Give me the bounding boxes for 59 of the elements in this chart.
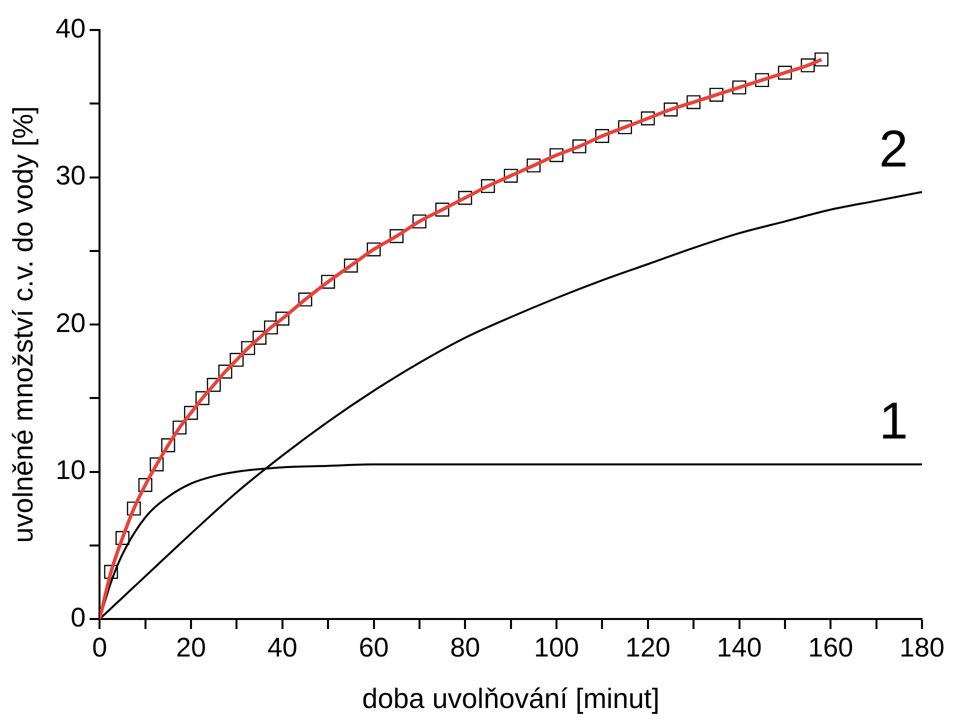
point <box>778 66 792 80</box>
series-label: 2 <box>879 120 908 178</box>
point <box>814 52 828 66</box>
point <box>366 242 381 256</box>
point <box>161 438 176 452</box>
y-tick-label: 20 <box>56 308 86 338</box>
point <box>412 214 426 228</box>
point <box>116 531 130 545</box>
y-tick-label: 30 <box>56 160 86 191</box>
series-label: 1 <box>879 392 908 451</box>
point <box>686 95 701 110</box>
point <box>618 120 632 134</box>
x-tick-label: 120 <box>625 632 670 663</box>
y-tick-label: 40 <box>56 13 86 44</box>
point <box>218 364 232 379</box>
point <box>230 352 244 367</box>
point <box>664 102 678 116</box>
point <box>264 320 278 334</box>
point <box>298 292 312 306</box>
x-tick-label: 180 <box>899 632 945 663</box>
x-tick-label: 20 <box>176 632 206 663</box>
point <box>126 502 141 516</box>
point <box>150 457 164 472</box>
x-tick-label: 160 <box>808 632 854 663</box>
point <box>755 73 770 88</box>
point <box>595 129 610 143</box>
x-tick-label: 0 <box>92 632 108 663</box>
point <box>172 420 187 435</box>
x-tick-label: 60 <box>358 632 389 663</box>
point <box>800 58 815 72</box>
point <box>321 274 336 289</box>
x-tick-label: 140 <box>716 632 762 663</box>
point <box>481 179 495 194</box>
point <box>195 391 210 406</box>
point <box>504 168 518 183</box>
y-axis-title: uvolněné množství c.v. do vody [%] <box>8 106 39 543</box>
point <box>206 378 221 392</box>
point <box>640 111 655 126</box>
point <box>104 564 118 579</box>
y-tick-label: 0 <box>70 602 86 632</box>
point <box>275 312 290 326</box>
point <box>138 478 152 492</box>
x-tick-label: 100 <box>534 632 580 663</box>
x-axis-title: doba uvolňování [minut] <box>362 682 660 714</box>
point <box>526 158 541 172</box>
point <box>550 148 564 162</box>
point <box>572 139 586 154</box>
point <box>435 202 450 217</box>
point <box>709 88 724 102</box>
point <box>458 190 472 205</box>
point <box>732 80 746 94</box>
point <box>390 229 404 244</box>
x-tick-label: 40 <box>267 632 298 663</box>
point <box>252 330 266 345</box>
point <box>184 406 198 420</box>
x-tick-label: 80 <box>450 632 480 663</box>
point <box>241 341 256 356</box>
y-tick-label: 10 <box>56 455 86 486</box>
point <box>344 258 358 273</box>
